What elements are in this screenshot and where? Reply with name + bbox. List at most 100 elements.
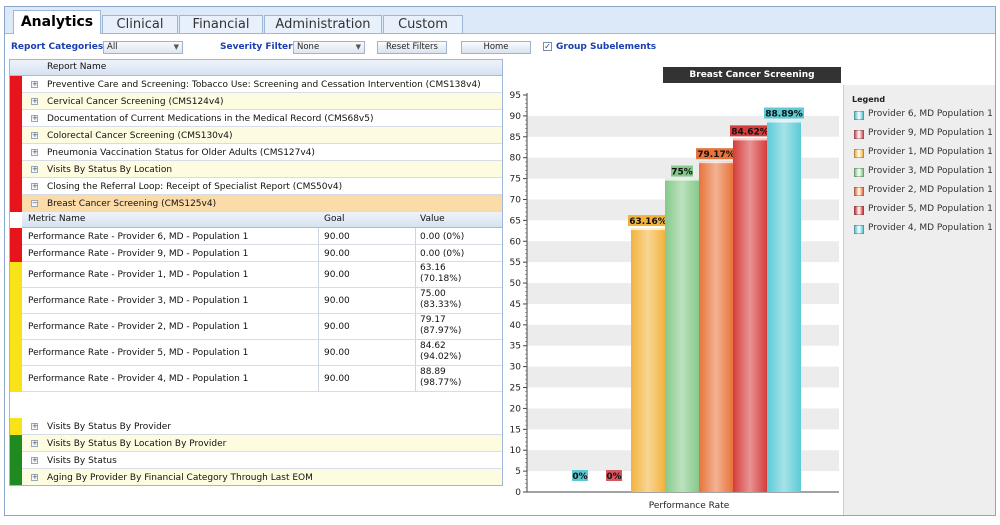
metric-row[interactable]: Performance Rate - Provider 6, MD - Popu… (22, 228, 502, 245)
metric-goal: 90.00 (324, 322, 350, 332)
report-row[interactable]: + Visits By Status By Provider (10, 418, 502, 435)
legend-swatch (854, 111, 864, 120)
metric-name-column-header[interactable]: Metric Name (28, 214, 86, 224)
y-tick-label: 45 (510, 300, 521, 310)
data-label-bg (572, 470, 588, 481)
metric-row[interactable]: Performance Rate - Provider 4, MD - Popu… (22, 366, 502, 392)
tab-custom[interactable]: Custom (383, 15, 463, 33)
y-tick-label: 75 (510, 175, 521, 185)
metric-goal: 90.00 (324, 374, 350, 384)
bar-chart: 0 5 10 15 20 25 30 35 40 45 50 55 60 65 70 75 80 85 90 95 0%… (510, 91, 839, 511)
group-subelements-checkbox[interactable]: ✓ (543, 42, 552, 51)
legend-label: Provider 6, MD Population 1 (868, 109, 993, 119)
report-grid: Report Name + Preventive Care and Screen… (9, 59, 503, 486)
expand-icon[interactable]: + (31, 97, 38, 105)
report-row-selected[interactable]: − Breast Cancer Screening (CMS125v4) (10, 195, 502, 212)
expand-icon[interactable]: + (31, 456, 38, 464)
expand-icon[interactable]: + (31, 439, 38, 447)
metric-name: Performance Rate - Provider 3, MD - Popu… (28, 296, 249, 306)
status-indicator (10, 76, 22, 93)
x-axis-label: Performance Rate (649, 501, 730, 511)
status-indicator (10, 144, 22, 161)
legend-title: Legend (852, 95, 886, 104)
report-categories-select[interactable]: All ▼ (103, 41, 183, 54)
bar-highlight (699, 161, 733, 492)
report-categories-label: Report Categories (11, 42, 104, 52)
legend-label: Provider 2, MD Population 1 (868, 185, 993, 195)
metric-goal: 90.00 (324, 270, 350, 280)
chart-panel: Breast Cancer Screening (CMS125v4) 0 5 10 1… (505, 59, 843, 515)
status-indicator (10, 110, 22, 127)
expand-icon[interactable]: + (31, 114, 38, 122)
y-tick-label: 0 (515, 488, 521, 498)
metric-header-gutter (10, 212, 22, 228)
goal-column-header[interactable]: Goal (324, 214, 345, 224)
report-row[interactable]: + Preventive Care and Screening: Tobacco… (10, 76, 502, 93)
data-label-bg (696, 148, 736, 160)
bar-cap (631, 228, 665, 231)
bar-cap (699, 161, 733, 164)
expand-icon[interactable]: + (31, 422, 38, 430)
expand-icon[interactable]: + (31, 182, 38, 190)
report-row[interactable]: + Documentation of Current Medications i… (10, 110, 502, 127)
y-tick-label: 50 (510, 279, 522, 289)
expand-icon[interactable]: + (31, 80, 38, 88)
report-name-column-header[interactable]: Report Name (47, 62, 107, 72)
report-grid-header: Report Name (10, 60, 502, 76)
tab-analytics[interactable]: Analytics (13, 10, 101, 34)
y-tick-label: 15 (510, 425, 521, 435)
metric-row[interactable]: Performance Rate - Provider 2, MD - Popu… (22, 314, 502, 340)
metric-value: 75.00 (83.33%) (420, 289, 462, 310)
data-label: 79.17% (697, 150, 735, 160)
report-name: Colorectal Cancer Screening (CMS130v4) (47, 131, 233, 141)
legend-label: Provider 1, MD Population 1 (868, 147, 993, 157)
data-label-bg (730, 125, 770, 137)
tab-clinical[interactable]: Clinical (102, 15, 178, 33)
expand-icon[interactable]: + (31, 148, 38, 156)
report-name: Visits By Status By Provider (47, 422, 172, 432)
y-tick-label: 80 (510, 154, 522, 164)
severity-filter-select[interactable]: None ▼ (293, 41, 365, 54)
y-tick-label: 35 (510, 342, 521, 352)
report-row[interactable]: + Pneumonia Vaccination Status for Older… (10, 144, 502, 161)
tab-administration[interactable]: Administration (264, 15, 382, 33)
report-row[interactable]: + Visits By Status By Location (10, 161, 502, 178)
metric-row[interactable]: Performance Rate - Provider 9, MD - Popu… (22, 245, 502, 262)
metric-row[interactable]: Performance Rate - Provider 1, MD - Popu… (22, 262, 502, 288)
status-indicator (10, 435, 22, 452)
status-indicator (10, 469, 22, 485)
expand-icon[interactable]: + (31, 131, 38, 139)
metric-row[interactable]: Performance Rate - Provider 3, MD - Popu… (22, 288, 502, 314)
expand-icon[interactable]: + (31, 165, 38, 173)
reset-filters-button[interactable]: Reset Filters (377, 41, 447, 54)
legend-label: Provider 5, MD Population 1 (868, 204, 993, 214)
metric-name: Performance Rate - Provider 5, MD - Popu… (28, 348, 249, 358)
group-subelements-label: Group Subelements (556, 42, 657, 52)
report-row[interactable]: + Visits By Status (10, 452, 502, 469)
app-window: Analytics Clinical Financial Administrat… (4, 6, 996, 516)
report-row[interactable]: + Aging By Provider By Financial Categor… (10, 469, 502, 485)
bar-cap (733, 138, 767, 141)
report-name: Pneumonia Vaccination Status for Older A… (47, 148, 315, 158)
bar-cap (767, 120, 801, 123)
report-row[interactable]: + Closing the Referral Loop: Receipt of … (10, 178, 502, 195)
report-row[interactable]: + Visits By Status By Location By Provid… (10, 435, 502, 452)
home-button[interactable]: Home (461, 41, 531, 54)
tab-financial[interactable]: Financial (179, 15, 263, 33)
report-name: Visits By Status (47, 456, 117, 466)
expand-icon[interactable]: + (31, 473, 38, 481)
chevron-down-icon: ▼ (173, 43, 179, 51)
data-label-bg (671, 165, 693, 177)
y-tick-label: 90 (510, 112, 522, 122)
report-row[interactable]: + Colorectal Cancer Screening (CMS130v4) (10, 127, 502, 144)
data-label-bg (606, 470, 622, 481)
metric-row[interactable]: Performance Rate - Provider 5, MD - Popu… (22, 340, 502, 366)
value-column-header[interactable]: Value (420, 214, 445, 224)
collapse-icon[interactable]: − (31, 199, 38, 207)
status-indicator (10, 452, 22, 469)
data-label-bg (764, 107, 804, 119)
tab-bar: Analytics Clinical Financial Administrat… (5, 7, 995, 34)
status-indicator (10, 178, 22, 195)
report-row[interactable]: + Cervical Cancer Screening (CMS124v4) (10, 93, 502, 110)
severity-filter-value: None (297, 42, 320, 52)
